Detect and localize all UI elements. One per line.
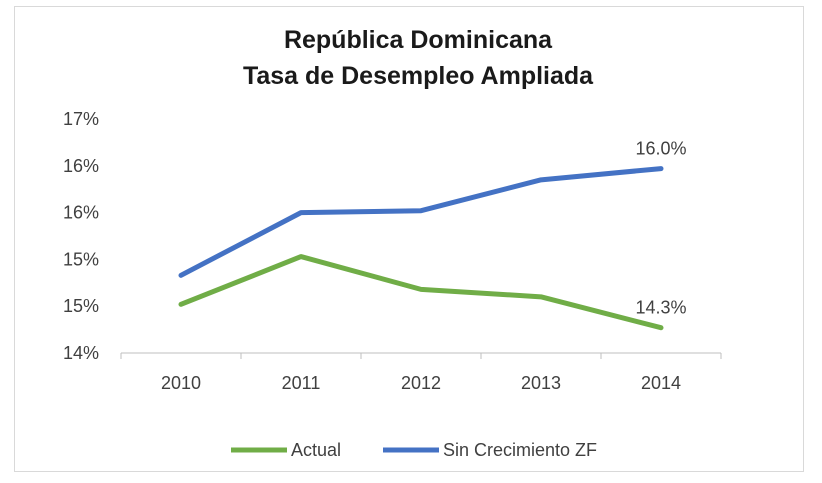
data-label-actual: 14.3%	[635, 298, 686, 318]
legend-label-sin-crecimiento-zf: Sin Crecimiento ZF	[443, 440, 597, 460]
x-tick-label: 2011	[282, 373, 321, 393]
x-axis-tick-marks	[120, 353, 722, 359]
y-tick-label: 17%	[63, 109, 99, 129]
y-tick-label: 14%	[63, 343, 99, 363]
y-tick-label: 15%	[63, 296, 99, 316]
data-labels: 14.3% 16.0%	[635, 139, 686, 318]
legend-label-actual: Actual	[291, 440, 341, 460]
y-tick-label: 15%	[63, 249, 99, 269]
series-line-sin-crecimiento-zf	[178, 166, 664, 278]
chart-title-line-2: Tasa de Desempleo Ampliada	[243, 62, 594, 90]
x-tick-label: 2012	[401, 373, 441, 393]
x-axis-tick-labels: 2010 2011 2012 2013 2014	[161, 373, 681, 393]
series-lines	[178, 166, 664, 331]
y-axis-tick-labels: 14% 15% 15% 16% 16% 17%	[63, 109, 99, 363]
series-line-actual	[178, 254, 664, 331]
chart-title-line-1: República Dominicana	[284, 26, 553, 54]
x-tick-label: 2010	[161, 373, 201, 393]
data-label-sin-crecimiento-zf: 16.0%	[635, 139, 686, 159]
legend: Actual Sin Crecimiento ZF	[231, 440, 597, 460]
chart-frame: República Dominicana Tasa de Desempleo A…	[14, 6, 804, 472]
x-tick-label: 2014	[641, 373, 681, 393]
x-tick-label: 2013	[521, 373, 561, 393]
line-chart: República Dominicana Tasa de Desempleo A…	[63, 26, 722, 460]
y-tick-label: 16%	[63, 203, 99, 223]
y-tick-label: 16%	[63, 156, 99, 176]
